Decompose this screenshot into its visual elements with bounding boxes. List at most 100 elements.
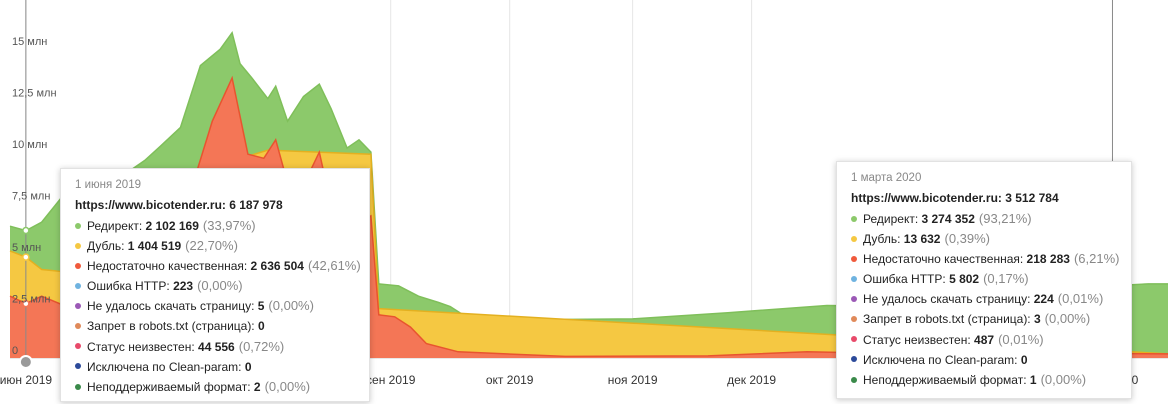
- tooltip-row-label: Запрет в robots.txt (страница):: [87, 319, 258, 334]
- tooltip-row-percent: (0,00%): [1044, 311, 1091, 327]
- tooltip-row-value: 2 636 504: [250, 259, 304, 274]
- tooltip-row: Дубль: 1 404 519 (22,70%): [75, 236, 355, 256]
- legend-dot-icon: [75, 242, 81, 249]
- hover-point-0-1: [22, 253, 30, 261]
- legend-dot-icon: [75, 383, 81, 390]
- tooltip-row-value: 2 102 169: [145, 219, 199, 233]
- legend-dot-icon: [75, 263, 81, 270]
- tooltip-row-value: 3: [1033, 312, 1041, 327]
- hover-point-0-2: [22, 299, 30, 308]
- tooltip-row-value: 487: [974, 332, 995, 347]
- legend-dot-icon: [75, 323, 81, 330]
- legend-dot-icon: [851, 376, 857, 383]
- tooltip-row-percent: (6,21%): [1073, 251, 1120, 267]
- tooltip-row-percent: (0,01%): [998, 331, 1044, 347]
- tooltip-row: Ошибка HTTP: 223 (0,00%): [75, 276, 355, 296]
- tooltip-row-label: Ошибка HTTP:: [863, 272, 950, 287]
- tooltip-date: 1 июня 2019: [75, 179, 141, 191]
- tooltip-june-2019: 1 июня 2019 https://www.bicotender.ru: 6 …: [60, 168, 370, 402]
- tooltip-row-label: Ошибка HTTP:: [87, 279, 174, 294]
- tooltip-row-percent: (0,00%): [268, 298, 314, 314]
- tooltip-row: Запрет в robots.txt (страница): 3 (0,00%): [851, 309, 1117, 329]
- legend-dot-icon: [75, 303, 81, 310]
- tooltip-row-value: 5 802: [949, 272, 980, 287]
- tooltip-row-label: Неподдерживаемый формат:: [863, 372, 1030, 387]
- tooltip-row-value: 44 556: [198, 339, 235, 354]
- tooltip-row-percent: (0,72%): [238, 338, 285, 354]
- tooltip-row-percent: (0,00%): [197, 278, 243, 294]
- tooltip-row-value: 1: [1029, 372, 1037, 387]
- tooltip-site-total: https://www.bicotender.ru: 3 512 784: [851, 191, 1117, 205]
- y-tick-label-5: 12,5 млн: [12, 88, 57, 100]
- tooltip-row: Статус неизвестен: 487 (0,01%): [851, 330, 1117, 350]
- tooltip-row: Исключена по Clean-param: 0: [75, 357, 355, 377]
- x-tick-label-2: окт 2019: [486, 373, 534, 387]
- tooltip-row-value: 2: [253, 379, 261, 394]
- legend-dot-icon: [851, 215, 857, 222]
- tooltip-row-label: Исключена по Clean-param:: [87, 359, 245, 374]
- tooltip-row: Дубль: 13 632 (0,39%): [851, 229, 1117, 249]
- hover-point-0-0: [22, 226, 30, 235]
- tooltip-row: Недостаточно качественная: 218 283 (6,21%…: [851, 249, 1120, 269]
- tooltip-row-value: 224: [1033, 292, 1054, 307]
- tooltip-row: Исключена по Clean-param: 0: [851, 350, 1117, 370]
- legend-dot-icon: [851, 296, 857, 303]
- timeline-handle-0: [18, 355, 33, 369]
- tooltip-site-label: https://www.bicotender.ru:: [75, 198, 230, 212]
- tooltip-row-value: 13 632: [903, 232, 941, 247]
- tooltip-row-percent: (33,97%): [202, 218, 256, 233]
- legend-dot-icon: [851, 235, 857, 242]
- legend-dot-icon: [851, 336, 857, 343]
- legend-dot-icon: [75, 222, 81, 229]
- tooltip-site-value: 3 512 784: [1005, 191, 1059, 205]
- legend-dot-icon: [851, 356, 857, 363]
- x-tick-label-3: ноя 2019: [608, 373, 658, 387]
- legend-dot-icon: [851, 276, 857, 283]
- tooltip-row-percent: (0,00%): [1040, 371, 1087, 387]
- x-tick-label-0: июн 2019: [0, 373, 52, 387]
- y-tick-label-4: 10 млн: [12, 139, 47, 151]
- tooltip-row-percent: (22,70%): [185, 238, 238, 254]
- tooltip-row: Не удалось скачать страницу: 5 (0,00%): [75, 296, 355, 316]
- line-redirect: [9, 30, 1168, 321]
- tooltip-row: Недостаточно качественная: 2 636 504 (42,…: [75, 256, 361, 276]
- legend-dot-icon: [75, 343, 81, 350]
- tooltip-row-label: Статус неизвестен:: [87, 339, 199, 354]
- tooltip-row-value: 0: [244, 359, 252, 374]
- tooltip-row-label: Редирект:: [863, 212, 922, 226]
- tooltip-row-value: 5: [257, 299, 265, 314]
- x-tick-label-4: дек 2019: [727, 373, 776, 387]
- y-tick-label-3: 7,5 млн: [12, 191, 50, 203]
- tooltip-row: Запрет в robots.txt (страница): 0: [75, 316, 355, 336]
- tooltip-row-value: 3 274 352: [921, 212, 975, 226]
- tooltip-row-label: Дубль:: [87, 239, 128, 254]
- tooltip-row: Неподдерживаемый формат: 2 (0,00%): [75, 377, 355, 397]
- tooltip-row-value: 1 404 519: [127, 239, 182, 254]
- y-tick-label-1: 2,5 млн: [12, 294, 50, 306]
- legend-dot-icon: [851, 316, 857, 323]
- tooltip-row-value: 218 283: [1026, 252, 1070, 267]
- tooltip-row-percent: (0,00%): [264, 378, 311, 394]
- tooltip-row-label: Статус неизвестен:: [863, 332, 975, 347]
- legend-dot-icon: [851, 256, 857, 263]
- tooltip-row-label: Редирект:: [87, 219, 146, 233]
- tooltip-row-percent: (0,39%): [944, 231, 991, 247]
- tooltip-march-2020: 1 марта 2020 https://www.bicotender.ru: 3…: [836, 161, 1132, 399]
- tooltip-row: Статус неизвестен: 44 556 (0,72%): [75, 337, 355, 357]
- tooltip-row-label: Неподдерживаемый формат:: [87, 379, 254, 394]
- tooltip-row-percent: (0,01%): [1057, 291, 1104, 307]
- tooltip-row-label: Запрет в robots.txt (страница):: [863, 312, 1034, 327]
- tooltip-row-label: Не удалось скачать страницу:: [863, 292, 1034, 307]
- y-tick-label-2: 5 млн: [12, 242, 41, 254]
- tooltip-row-percent: (93,21%): [978, 211, 1032, 226]
- tooltip-row-label: Исключена по Clean-param:: [863, 352, 1021, 367]
- tooltip-row-value: 223: [173, 279, 194, 294]
- tooltip-row-value: 0: [1020, 352, 1028, 367]
- tooltip-site-total: https://www.bicotender.ru: 6 187 978: [75, 198, 355, 212]
- tooltip-row-label: Недостаточно качественная:: [87, 259, 251, 274]
- tooltip-site-label: https://www.bicotender.ru:: [851, 191, 1006, 205]
- x-tick-label-1: сен 2019: [366, 373, 416, 387]
- tooltip-date: 1 марта 2020: [851, 172, 922, 184]
- tooltip-row-percent: (0,17%): [983, 271, 1029, 287]
- y-tick-label-6: 15 млн: [12, 36, 47, 48]
